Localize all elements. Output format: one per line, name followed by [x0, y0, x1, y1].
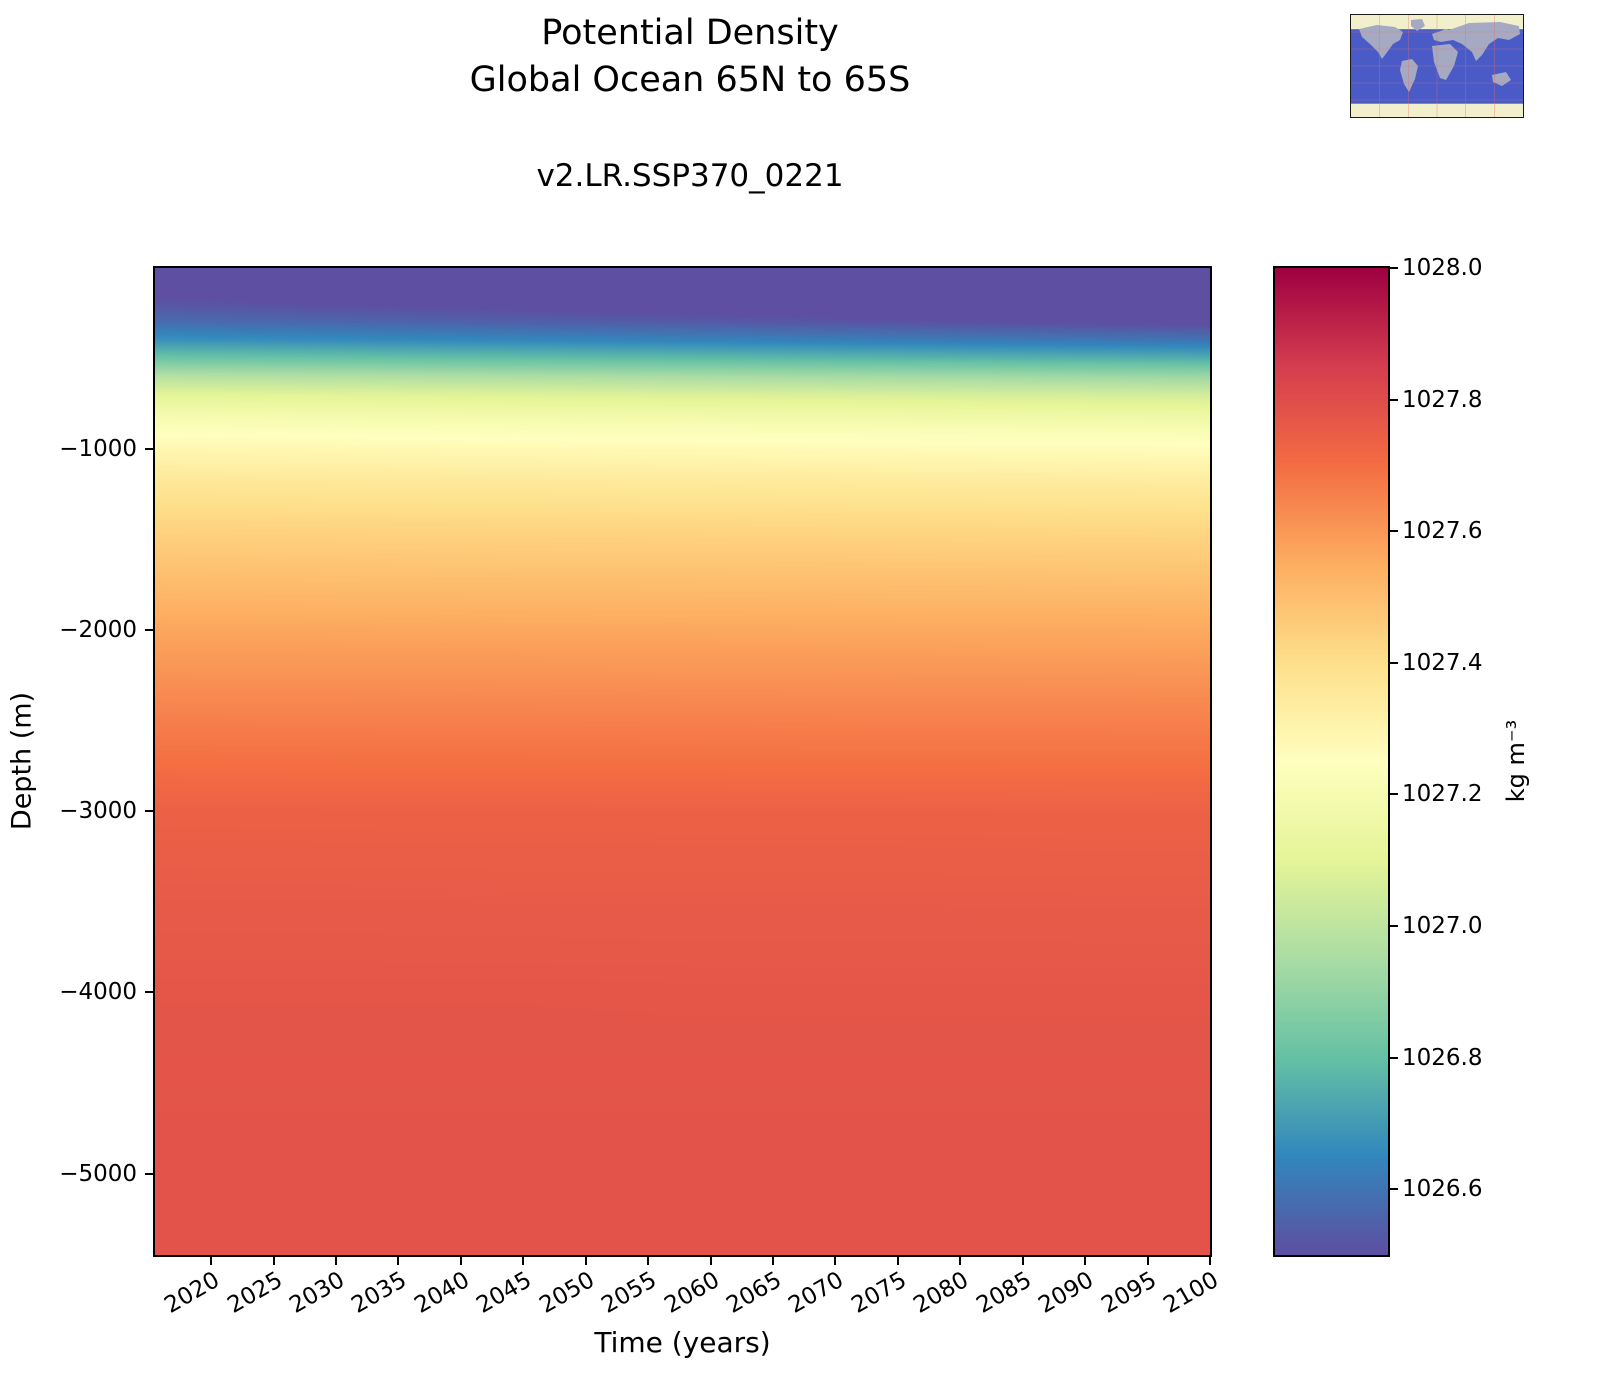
colorbar-tick-mark [1388, 793, 1398, 796]
colorbar-tick-label: 1027.0 [1402, 913, 1483, 939]
x-tick-mark [1146, 1255, 1149, 1265]
colorbar-tick-mark [1388, 530, 1398, 533]
x-tick-mark [1209, 1255, 1211, 1265]
y-tick-label: −2000 [59, 617, 137, 644]
colorbar-tick-label: 1026.6 [1402, 1176, 1483, 1203]
x-tick-mark [335, 1255, 338, 1265]
x-tick-mark [647, 1255, 650, 1265]
x-tick-mark [459, 1255, 462, 1265]
y-tick-label: −4000 [59, 979, 137, 1006]
colorbar-tick-label: 1027.8 [1402, 386, 1483, 413]
x-tick-mark [959, 1255, 962, 1265]
colorbar-canvas [1275, 268, 1388, 1255]
x-tick-mark [1021, 1255, 1024, 1265]
continent-greenland [1411, 19, 1425, 31]
colorbar-tick-label: 1027.2 [1402, 781, 1483, 808]
y-tick-label: −5000 [59, 1160, 137, 1187]
continent-north-america [1359, 25, 1403, 59]
y-tick-label: −3000 [59, 798, 137, 825]
chart-title-line1: Potential Density [541, 13, 839, 53]
colorbar-tick-mark [1388, 1188, 1398, 1191]
heatmap-canvas [155, 268, 1210, 1255]
x-tick-mark [896, 1255, 899, 1265]
y-tick-mark [145, 810, 155, 813]
y-tick-mark [145, 629, 155, 632]
chart-title: Potential Density Global Ocean 65N to 65… [90, 10, 1290, 104]
x-tick-mark [210, 1255, 213, 1265]
y-tick-mark [145, 448, 155, 451]
x-tick-mark [772, 1255, 775, 1265]
colorbar-tick-label: 1027.6 [1402, 518, 1483, 545]
continent-south-america [1400, 59, 1418, 92]
x-tick-mark [522, 1255, 525, 1265]
x-tick-mark [397, 1255, 400, 1265]
y-tick-mark [145, 991, 155, 994]
chart-subtitle: v2.LR.SSP370_0221 [536, 158, 844, 194]
x-tick-mark [834, 1255, 837, 1265]
colorbar-tick-mark [1388, 267, 1398, 269]
chart-title-line2: Global Ocean 65N to 65S [469, 60, 911, 100]
colorbar-tick-mark [1388, 925, 1398, 927]
colorbar-tick-mark [1388, 661, 1398, 664]
x-tick-mark [272, 1255, 275, 1265]
colorbar-tick-mark [1388, 398, 1398, 401]
x-tick-mark [584, 1255, 587, 1265]
colorbar-tick-label: 1026.8 [1402, 1044, 1483, 1071]
colorbar-tick-mark [1388, 1056, 1398, 1059]
world-map-inset [1350, 14, 1524, 118]
colorbar-tick-label: 1027.4 [1402, 649, 1483, 676]
continent-australia [1492, 72, 1511, 86]
inset-gridlines [1351, 15, 1523, 117]
continent-africa [1432, 44, 1458, 80]
x-tick-mark [1084, 1255, 1087, 1265]
colorbar-tick-label: 1028.0 [1402, 255, 1483, 281]
y-tick-mark [145, 1172, 155, 1175]
x-axis-label: Time (years) [594, 1326, 771, 1359]
x-tick-mark [709, 1255, 712, 1265]
y-tick-label: −1000 [59, 436, 137, 463]
